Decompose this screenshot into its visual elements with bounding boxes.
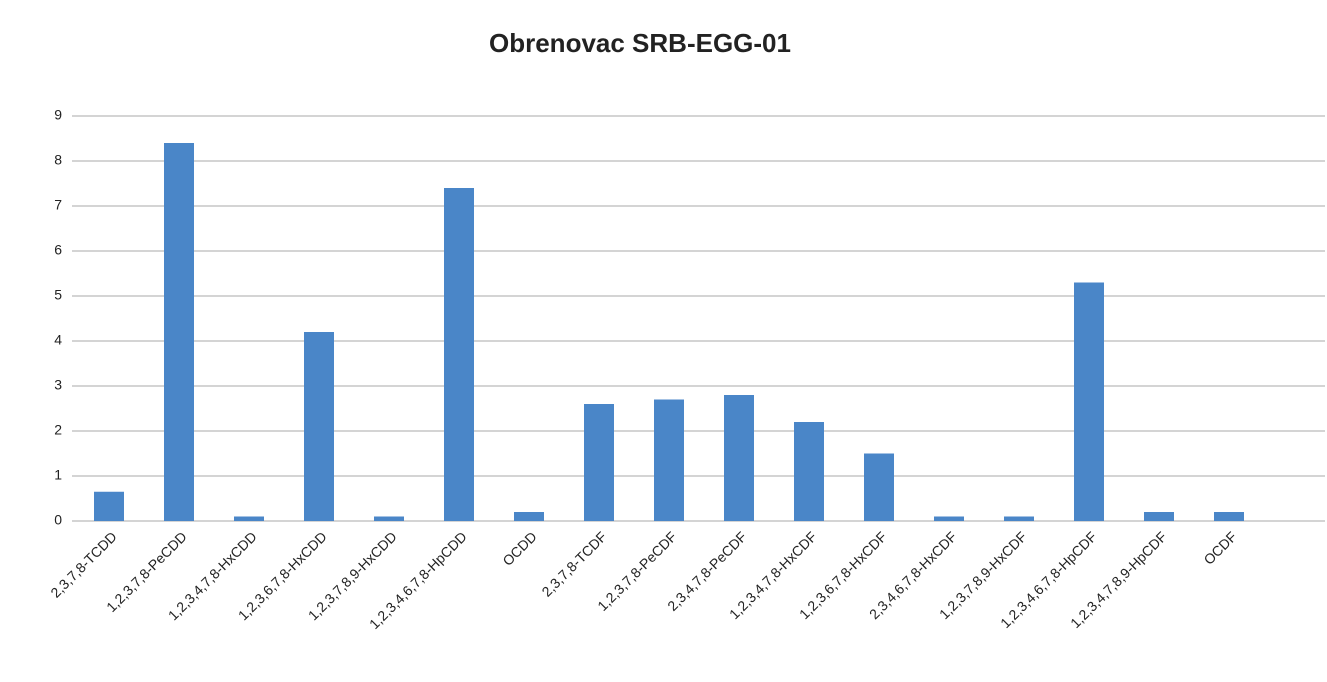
bar bbox=[444, 188, 474, 521]
x-tick-label: OCDD bbox=[499, 528, 539, 568]
bar bbox=[94, 491, 124, 521]
y-tick-label: 3 bbox=[54, 377, 62, 393]
x-tick-label: 2,3,7,8-TCDD bbox=[47, 528, 119, 600]
y-tick-label: 1 bbox=[54, 467, 62, 483]
bar bbox=[794, 422, 824, 521]
y-tick-label: 9 bbox=[54, 107, 62, 123]
y-tick-label: 7 bbox=[54, 197, 62, 213]
bar bbox=[374, 516, 404, 521]
chart-title: Obrenovac SRB-EGG-01 bbox=[489, 28, 791, 58]
bar bbox=[1144, 512, 1174, 521]
y-tick-label: 5 bbox=[54, 287, 62, 303]
bar bbox=[724, 395, 754, 521]
bar bbox=[934, 516, 964, 521]
bar bbox=[584, 404, 614, 521]
y-tick-label: 4 bbox=[54, 332, 62, 348]
bar bbox=[1214, 512, 1244, 521]
bar bbox=[864, 453, 894, 521]
bar bbox=[1004, 516, 1034, 521]
bar bbox=[654, 399, 684, 521]
y-tick-label: 0 bbox=[54, 512, 62, 528]
y-tick-label: 6 bbox=[54, 242, 62, 258]
x-tick-label: OCDF bbox=[1200, 528, 1239, 567]
bar bbox=[1074, 282, 1104, 521]
y-tick-label: 8 bbox=[54, 152, 62, 168]
x-tick-label: 2,3,7,8-TCDF bbox=[538, 528, 609, 599]
y-tick-label: 2 bbox=[54, 422, 62, 438]
bar bbox=[514, 512, 544, 521]
bar bbox=[304, 332, 334, 521]
bar bbox=[164, 143, 194, 521]
bar bbox=[234, 516, 264, 521]
